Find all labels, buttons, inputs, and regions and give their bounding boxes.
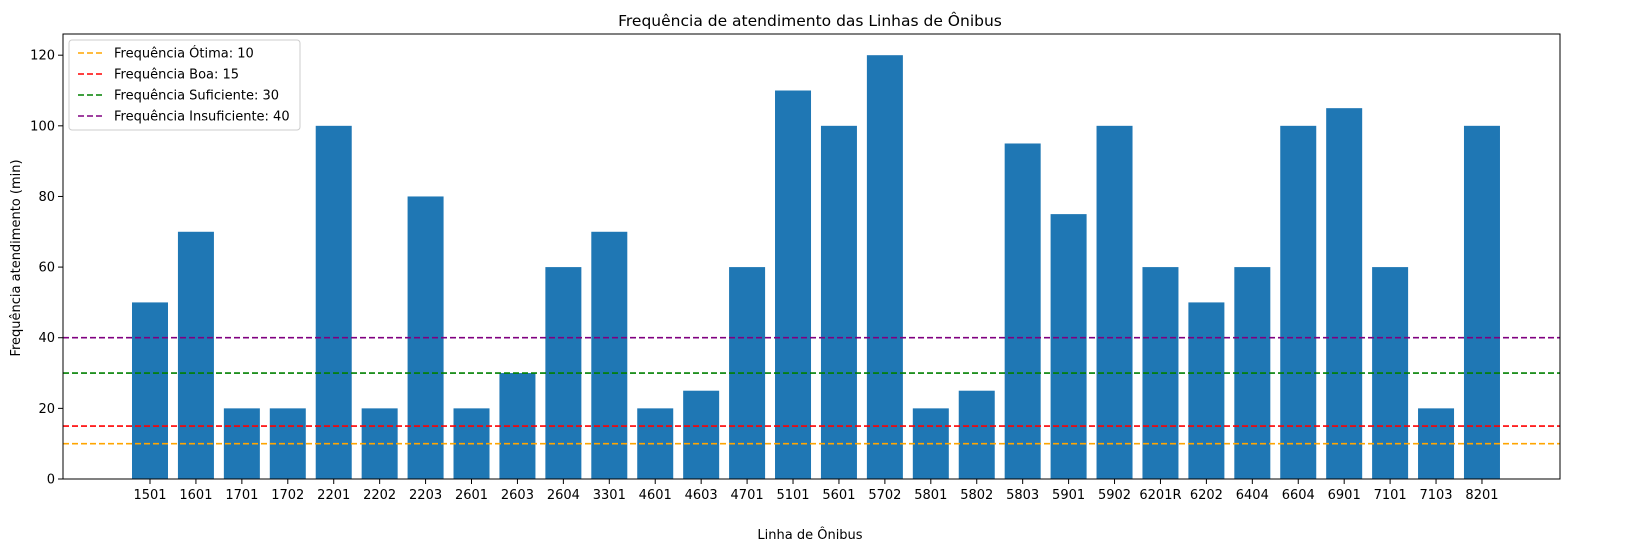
y-tick-label: 40 [38, 331, 55, 346]
x-tick-label: 5702 [868, 488, 901, 503]
x-tick-label: 4603 [685, 488, 718, 503]
y-tick-label: 100 [30, 119, 55, 134]
x-tick-label: 1702 [271, 488, 304, 503]
bar-5803 [1004, 143, 1041, 479]
legend-label-3: Frequência Suficiente: 30 [114, 89, 279, 104]
x-tick-label: 4601 [639, 488, 672, 503]
x-tick-label: 2604 [547, 488, 580, 503]
x-tick-label: 5901 [1052, 488, 1085, 503]
bars-group [132, 55, 1500, 480]
x-tick-label: 2202 [363, 488, 396, 503]
chart-title: Frequência de atendimento das Linhas de … [618, 11, 1002, 30]
x-tick-label: 6201R [1139, 488, 1181, 503]
bar-1601 [177, 231, 214, 479]
bar-5601 [820, 125, 857, 480]
bar-8201 [1463, 125, 1500, 480]
x-tick-label: 2203 [409, 488, 442, 503]
bar-6901 [1326, 108, 1363, 480]
x-tick-label: 5801 [914, 488, 947, 503]
bar-5802 [958, 390, 995, 479]
x-tick-label: 6901 [1328, 488, 1361, 503]
bar-6604 [1280, 125, 1317, 480]
x-tick-label: 7103 [1419, 488, 1452, 503]
x-tick-label: 5803 [1006, 488, 1039, 503]
plot-area-frame [62, 33, 1561, 480]
x-tick-label: 2603 [501, 488, 534, 503]
reference-lines-group [63, 336, 1560, 445]
bar-4603 [683, 390, 720, 479]
legend-frame [68, 39, 301, 131]
y-tick-label: 80 [38, 190, 55, 205]
x-tick-label: 2201 [317, 488, 350, 503]
x-tick-label: 1701 [225, 488, 258, 503]
bar-6202 [1188, 302, 1225, 479]
x-tick-label: 6404 [1236, 488, 1269, 503]
x-tick-label: 5601 [822, 488, 855, 503]
y-tick-label: 20 [38, 402, 55, 417]
y-tick-label: 60 [38, 261, 55, 276]
bar-5101 [775, 90, 812, 479]
x-tick-label: 1601 [179, 488, 212, 503]
x-tick-label: 5101 [776, 488, 809, 503]
x-tick-label: 4701 [731, 488, 764, 503]
x-tick-label: 3301 [593, 488, 626, 503]
legend-label-4: Frequência Insuficiente: 40 [114, 110, 290, 125]
x-tick-label: 5802 [960, 488, 993, 503]
x-axis: 1501 1601 1701 1702 2201 2202 2203 2601 2603 2604… [133, 479, 1499, 503]
legend-label-2: Frequência Boa: 15 [114, 68, 239, 83]
bar-5901 [1050, 214, 1087, 479]
x-tick-label: 6202 [1190, 488, 1223, 503]
legend: Frequência Ótima: 10 Frequência Boa: 15 Fr… [68, 39, 301, 131]
y-axis: 0 20 40 60 80 100 120 [30, 49, 63, 488]
x-tick-label: 2601 [455, 488, 488, 503]
x-tick-label: 5902 [1098, 488, 1131, 503]
bar-5702 [866, 55, 903, 479]
x-tick-label: 7101 [1374, 488, 1407, 503]
bar-3301 [591, 231, 628, 479]
x-tick-label: 1501 [133, 488, 166, 503]
bar-5902 [1096, 125, 1133, 480]
x-tick-label: 8201 [1465, 488, 1498, 503]
y-tick-label: 0 [47, 473, 55, 488]
legend-label-1: Frequência Ótima: 10 [114, 46, 254, 62]
y-axis-label: Frequência atendimento (min) [9, 159, 24, 356]
x-tick-label: 6604 [1282, 488, 1315, 503]
y-tick-label: 120 [30, 49, 55, 64]
bar-1501 [132, 302, 168, 479]
x-axis-label: Linha de Ônibus [757, 527, 862, 543]
bar-2201 [315, 125, 352, 480]
